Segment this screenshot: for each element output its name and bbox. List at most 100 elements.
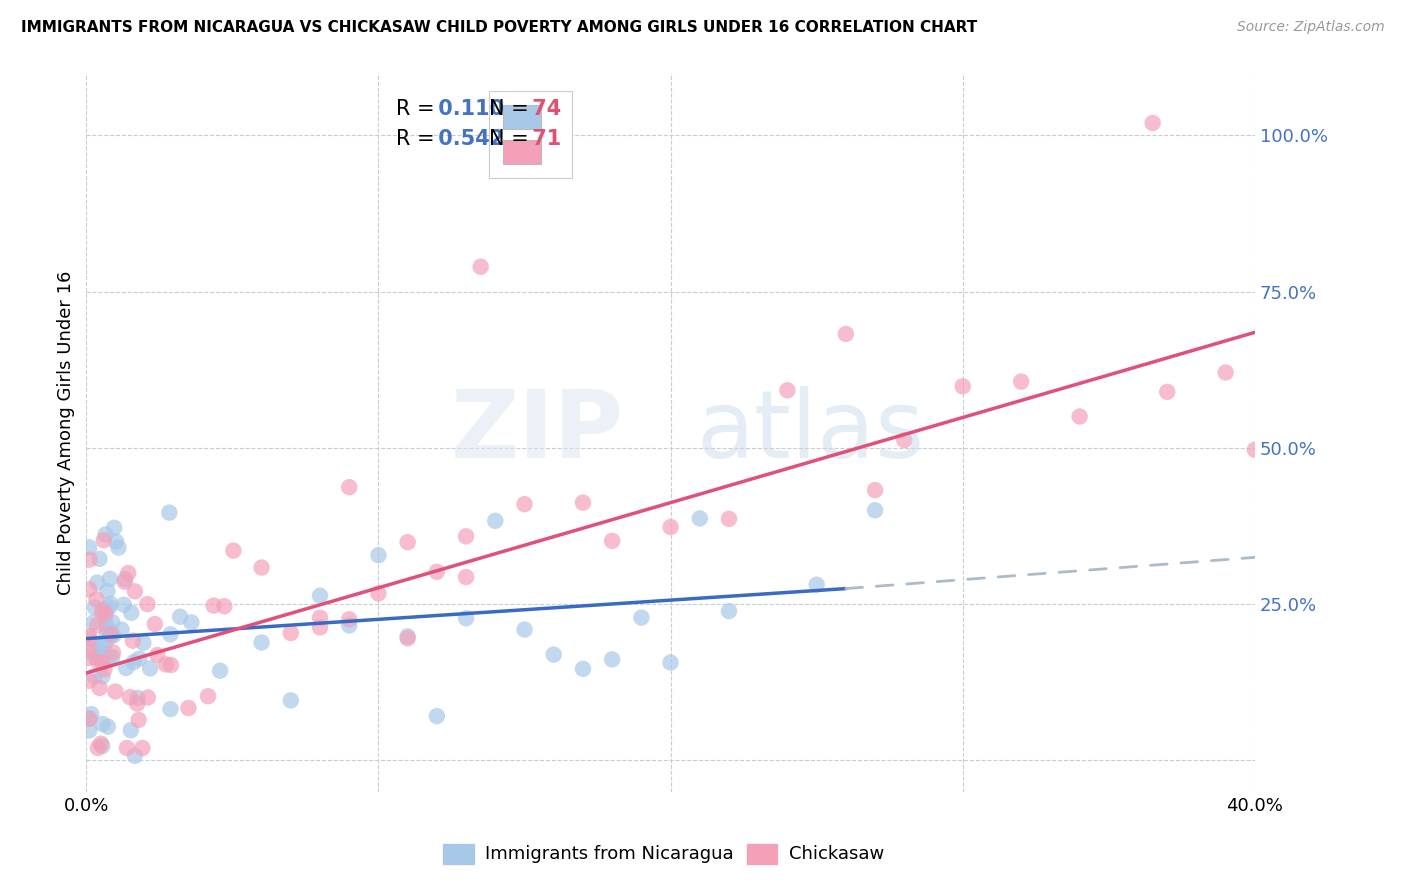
Point bbox=[952, 379, 974, 393]
Point bbox=[79, 552, 101, 566]
Point bbox=[96, 627, 118, 641]
Point bbox=[80, 707, 103, 722]
Point bbox=[572, 662, 595, 676]
Point bbox=[280, 693, 302, 707]
Point bbox=[101, 645, 124, 659]
Point bbox=[97, 651, 120, 665]
Point bbox=[94, 606, 117, 620]
Point bbox=[93, 533, 115, 548]
Point bbox=[1215, 366, 1237, 380]
Point bbox=[572, 495, 595, 509]
Point bbox=[96, 584, 118, 599]
Point bbox=[177, 701, 200, 715]
Point bbox=[863, 483, 886, 497]
Text: R =: R = bbox=[396, 99, 434, 119]
Point bbox=[160, 658, 183, 673]
Point bbox=[863, 503, 886, 517]
Point bbox=[91, 739, 114, 753]
Point bbox=[717, 512, 740, 526]
Text: atlas: atlas bbox=[697, 386, 925, 478]
Point bbox=[91, 655, 114, 669]
Point bbox=[202, 599, 225, 613]
Point bbox=[77, 723, 100, 738]
Point bbox=[454, 611, 477, 625]
Point bbox=[115, 661, 138, 675]
Point bbox=[1244, 442, 1267, 457]
Point bbox=[1142, 116, 1164, 130]
Point bbox=[630, 610, 652, 624]
Point bbox=[94, 616, 117, 631]
Point bbox=[159, 702, 181, 716]
Point bbox=[155, 657, 177, 672]
Point bbox=[143, 617, 166, 632]
Point bbox=[222, 543, 245, 558]
Point bbox=[77, 541, 100, 555]
Point bbox=[776, 384, 799, 398]
Point bbox=[91, 605, 114, 619]
Point bbox=[659, 656, 682, 670]
Point bbox=[250, 635, 273, 649]
Point bbox=[600, 652, 623, 666]
Point bbox=[209, 664, 232, 678]
Point bbox=[136, 597, 159, 611]
Point bbox=[396, 535, 419, 549]
Point bbox=[77, 632, 100, 646]
Text: Chickasaw: Chickasaw bbox=[789, 845, 884, 863]
Point bbox=[105, 534, 128, 549]
Text: 71: 71 bbox=[524, 129, 561, 149]
Point bbox=[131, 741, 153, 756]
Point bbox=[309, 620, 332, 634]
Point bbox=[114, 572, 136, 586]
Point bbox=[124, 748, 146, 763]
Legend: , : , bbox=[489, 91, 572, 178]
Point bbox=[1069, 409, 1091, 424]
Point bbox=[112, 598, 135, 612]
Point bbox=[89, 551, 111, 566]
Point bbox=[146, 648, 169, 662]
Text: Source: ZipAtlas.com: Source: ZipAtlas.com bbox=[1237, 20, 1385, 34]
Point bbox=[114, 574, 136, 589]
Point bbox=[94, 608, 117, 623]
Point bbox=[77, 644, 100, 658]
Text: IMMIGRANTS FROM NICARAGUA VS CHICKASAW CHILD POVERTY AMONG GIRLS UNDER 16 CORREL: IMMIGRANTS FROM NICARAGUA VS CHICKASAW C… bbox=[21, 20, 977, 35]
Point bbox=[309, 611, 332, 625]
Point bbox=[127, 697, 149, 711]
Point bbox=[128, 651, 150, 665]
Point bbox=[90, 639, 112, 653]
Point bbox=[77, 711, 100, 725]
Point bbox=[77, 641, 100, 656]
Point bbox=[396, 632, 419, 646]
Point bbox=[104, 684, 127, 698]
Point bbox=[122, 655, 145, 669]
Point bbox=[91, 669, 114, 683]
Point bbox=[136, 690, 159, 705]
Point bbox=[426, 709, 449, 723]
Point bbox=[86, 618, 108, 632]
Point bbox=[118, 690, 141, 705]
Point bbox=[103, 521, 125, 535]
Point bbox=[128, 713, 150, 727]
Point bbox=[139, 661, 162, 675]
Point bbox=[77, 673, 100, 688]
Point bbox=[659, 520, 682, 534]
Point bbox=[806, 577, 828, 591]
Point bbox=[214, 599, 236, 614]
Point bbox=[90, 737, 112, 751]
Point bbox=[470, 260, 492, 274]
Point bbox=[93, 662, 115, 676]
Point bbox=[87, 642, 110, 657]
Point bbox=[86, 647, 108, 661]
Point bbox=[98, 572, 121, 586]
Point bbox=[120, 606, 142, 620]
Point bbox=[94, 527, 117, 541]
Point bbox=[91, 602, 114, 616]
Point bbox=[484, 514, 506, 528]
Point bbox=[367, 586, 389, 600]
Point bbox=[337, 612, 360, 626]
Point bbox=[835, 326, 858, 341]
Point bbox=[77, 712, 100, 726]
Point bbox=[120, 723, 142, 738]
Point bbox=[689, 511, 711, 525]
Point bbox=[717, 604, 740, 618]
Point bbox=[98, 600, 121, 615]
